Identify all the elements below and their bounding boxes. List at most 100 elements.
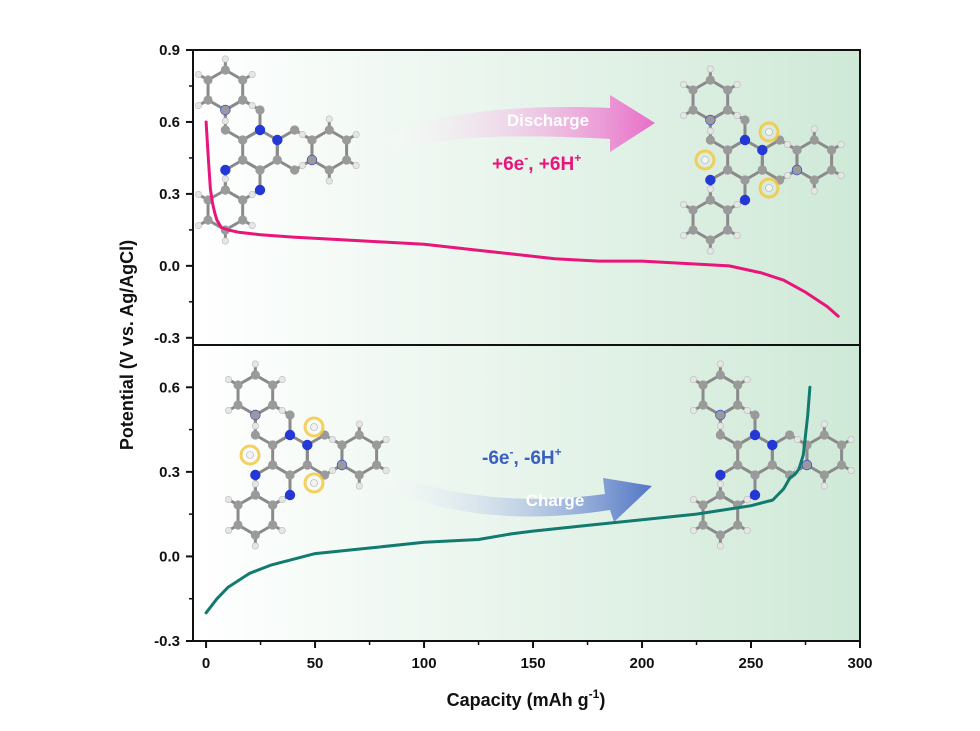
carbon-atom (238, 195, 248, 205)
nitrogen-atom (749, 429, 761, 441)
nitrogen-atom (749, 489, 761, 501)
molecule-hatn-reduced-icon (680, 65, 845, 255)
carbon-atom (268, 500, 278, 510)
carbon-atom (233, 520, 243, 530)
nitrogen-atom (705, 174, 716, 186)
hydrogen-atom (716, 360, 724, 368)
molecule-hatn-oxidized-icon (195, 55, 360, 245)
carbon-atom (750, 470, 760, 480)
proton-halo (303, 416, 325, 438)
carbon-atom (733, 460, 743, 470)
nitrogen-atom (254, 124, 266, 136)
proton-halo (758, 177, 780, 199)
carbon-atom (255, 165, 265, 175)
carbon-atom (688, 105, 698, 115)
proton-halo (239, 444, 261, 466)
hydrogen-atom (221, 55, 229, 63)
carbon-atom (220, 185, 230, 195)
hydrogen-atom (716, 542, 724, 550)
carbon-atom (337, 440, 347, 450)
carbon-atom (809, 175, 819, 185)
proton-halo (694, 149, 716, 171)
carbon-atom (733, 520, 743, 530)
carbon-atom (268, 440, 278, 450)
carbon-atom (733, 400, 743, 410)
added-hydrogen-atom (246, 451, 254, 459)
carbon-atom (233, 500, 243, 510)
hydrogen-atom (743, 495, 751, 503)
carbon-atom (203, 75, 213, 85)
hydrogen-atom (248, 71, 256, 79)
charge-arrow (382, 470, 652, 522)
proton-halo (758, 121, 780, 143)
carbon-atom (705, 195, 715, 205)
hydrogen-atom (680, 200, 688, 208)
carbon-atom (705, 235, 715, 245)
carbon-atom (238, 75, 248, 85)
carbon-atom (688, 205, 698, 215)
carbon-atom (688, 225, 698, 235)
carbon-atom (255, 105, 265, 115)
carbon-atom (290, 165, 300, 175)
carbon-atom (837, 460, 847, 470)
hydrogen-atom (325, 115, 333, 123)
hydrogen-atom (248, 101, 256, 109)
nitrogen-atom (757, 144, 768, 156)
hydrogen-atom (328, 467, 336, 475)
carbon-atom (827, 145, 837, 155)
hydrogen-atom (847, 435, 855, 443)
hydrogen-atom (837, 140, 845, 148)
hydrogen-atom (225, 406, 233, 414)
hydrogen-atom (328, 435, 336, 443)
carbon-atom (307, 135, 317, 145)
hydrogen-atom (352, 162, 360, 170)
carbon-atom (698, 500, 708, 510)
hydrogen-atom (810, 187, 818, 195)
carbon-atom (767, 460, 777, 470)
added-hydrogen-atom (765, 184, 773, 192)
hydrogen-atom (743, 376, 751, 384)
carbon-atom (827, 165, 837, 175)
x-tick-label: 250 (738, 655, 763, 672)
carbon-atom (819, 470, 829, 480)
carbon-atom (342, 135, 352, 145)
carbon-atom (723, 225, 733, 235)
y-tick-label: 0.6 (159, 379, 180, 396)
carbon-atom (268, 460, 278, 470)
carbon-atom (238, 215, 248, 225)
carbon-atom (268, 520, 278, 530)
carbon-atom (688, 85, 698, 95)
carbon-atom (250, 490, 260, 500)
hydrogen-atom (278, 406, 286, 414)
hydrogen-atom (847, 467, 855, 475)
hydrogen-atom (355, 482, 363, 490)
hydrogen-atom (783, 172, 791, 180)
discharge-curve (204, 120, 840, 318)
hydrogen-atom (810, 125, 818, 133)
curves-layer (204, 120, 840, 615)
carbon-atom (324, 125, 334, 135)
hydrogen-atom (793, 435, 801, 443)
carbon-atom (238, 135, 248, 145)
carbon-atom (203, 215, 213, 225)
hydrogen-atom (680, 232, 688, 240)
y-axis-title: Potential (V vs. Ag/AgCl) (117, 240, 137, 450)
hydrogen-atom (716, 422, 724, 430)
hydrogen-atom (221, 117, 229, 125)
carbon-atom (268, 400, 278, 410)
hydrogen-atom (820, 420, 828, 428)
hydrogen-atom (733, 232, 741, 240)
carbon-atom (792, 165, 802, 175)
nitrogen-atom (739, 194, 751, 206)
carbon-atom (372, 440, 382, 450)
carbon-atom (233, 380, 243, 390)
hydrogen-atom (195, 190, 203, 198)
carbon-atom (698, 520, 708, 530)
hydrogen-atom (690, 527, 698, 535)
carbon-atom (250, 410, 260, 420)
carbon-atom (203, 95, 213, 105)
x-tick-label: 150 (521, 655, 546, 672)
y-tick-label: 0.3 (159, 186, 180, 203)
carbon-atom (740, 175, 750, 185)
charge-arrow-label: Charge (526, 491, 585, 510)
